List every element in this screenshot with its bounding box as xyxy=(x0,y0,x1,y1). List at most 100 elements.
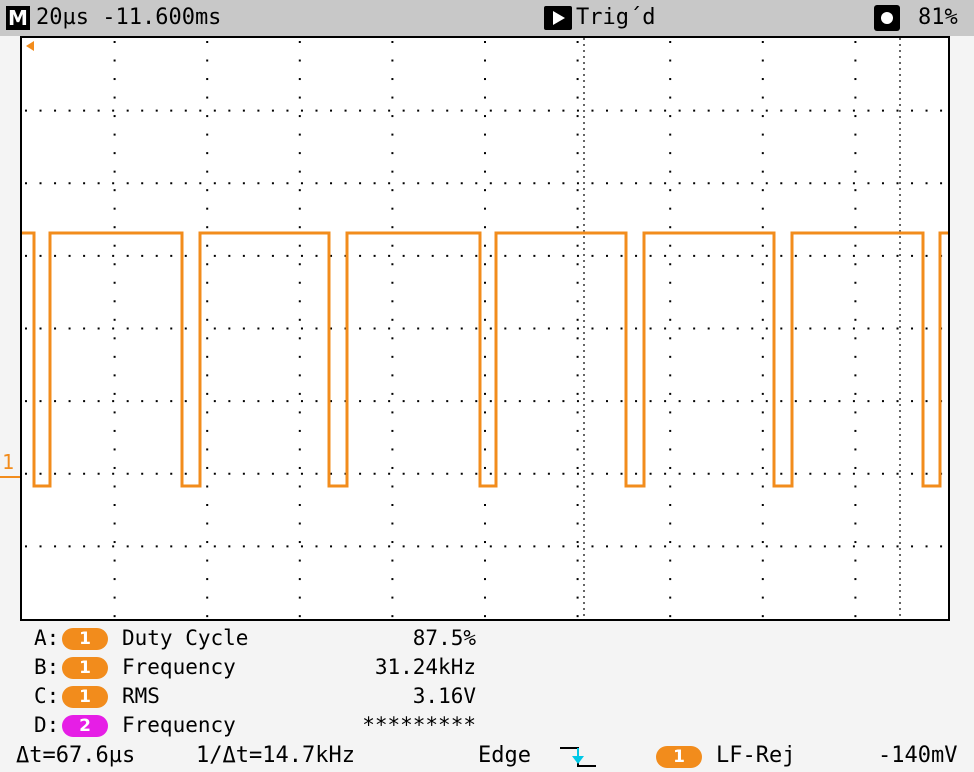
grid-dot xyxy=(113,392,116,395)
grid-dot xyxy=(867,182,870,185)
grid-dot xyxy=(484,392,486,395)
grid-dot xyxy=(751,327,754,330)
grid-dot xyxy=(391,244,394,247)
grid-dot xyxy=(68,327,71,330)
grid-dot xyxy=(298,207,301,210)
grid-dot xyxy=(113,559,116,562)
grid-dot xyxy=(518,400,521,403)
grid-dot xyxy=(911,545,914,548)
grid-dot xyxy=(170,182,173,185)
grid-dot xyxy=(113,522,116,525)
grid-dot xyxy=(83,327,86,330)
grid-dot xyxy=(271,327,274,330)
grid-dot xyxy=(635,400,638,403)
grid-dot xyxy=(854,226,857,229)
grid-dot xyxy=(576,559,579,562)
grid-dot xyxy=(25,327,27,330)
grid-dot xyxy=(518,327,521,330)
grid-dot xyxy=(113,300,116,303)
grid-dot xyxy=(504,182,507,185)
grid-dot xyxy=(707,545,710,548)
grid-dot xyxy=(155,109,158,112)
grid-dot xyxy=(141,327,144,330)
grid-dot xyxy=(39,182,42,185)
grid-dot xyxy=(707,254,710,257)
grid-dot xyxy=(126,472,129,475)
grid-dot xyxy=(489,182,492,185)
grid-dot xyxy=(391,485,394,488)
grid-dot xyxy=(112,109,115,112)
grid-dot xyxy=(809,400,812,403)
grid-dot xyxy=(417,109,420,112)
measurement-value: 31.24kHz xyxy=(374,655,476,679)
grid-dot xyxy=(388,327,391,330)
grid-dot xyxy=(867,472,870,475)
grid-dot xyxy=(854,133,857,136)
grid-dot xyxy=(547,472,550,475)
grid-dot xyxy=(854,41,857,43)
grid-dot xyxy=(854,448,857,451)
grid-dot xyxy=(854,578,857,581)
grid-dot xyxy=(518,109,521,112)
grid-dot xyxy=(854,522,857,525)
grid-dot xyxy=(693,254,696,257)
grid-dot xyxy=(669,596,672,599)
grid-dot xyxy=(504,472,507,475)
grid-dot xyxy=(635,109,638,112)
grid-dot xyxy=(286,400,289,403)
grid-dot xyxy=(298,578,301,581)
grid-dot xyxy=(344,109,347,112)
grid-dot xyxy=(113,504,116,506)
grid-dot xyxy=(547,545,550,548)
grid-dot xyxy=(881,327,884,330)
grid-dot xyxy=(97,109,100,112)
grid-dot xyxy=(576,254,579,257)
grid-dot xyxy=(206,300,209,303)
grid-dot xyxy=(761,115,764,118)
grid-dot xyxy=(199,182,202,185)
grid-dot xyxy=(669,152,672,155)
grid-dot xyxy=(155,327,158,330)
grid-dot xyxy=(761,96,764,99)
grid-dot xyxy=(391,374,394,377)
grid-dot xyxy=(484,541,486,544)
grid-dot xyxy=(669,411,672,414)
grid-dot xyxy=(257,254,260,257)
grid-dot xyxy=(199,545,202,548)
grid-dot xyxy=(39,545,42,548)
grid-dot xyxy=(391,41,394,43)
grid-dot xyxy=(736,109,739,112)
grid-dot xyxy=(852,400,855,403)
grid-dot xyxy=(751,109,754,112)
grid-dot xyxy=(761,578,764,581)
grid-dot xyxy=(533,545,536,548)
grid-dot xyxy=(113,226,116,229)
grid-dot xyxy=(113,578,116,581)
grid-dot xyxy=(330,472,333,475)
grid-dot xyxy=(911,327,914,330)
grid-dot xyxy=(533,327,536,330)
grid-dot xyxy=(489,545,492,548)
grid-dot xyxy=(112,327,115,330)
grid-dot xyxy=(852,327,855,330)
grid-dot xyxy=(693,472,696,475)
measurement-name: Frequency xyxy=(122,713,236,737)
grid-dot xyxy=(54,109,57,112)
grid-dot xyxy=(330,182,333,185)
grid-dot xyxy=(669,41,672,43)
grid-dot xyxy=(257,545,260,548)
grid-dot xyxy=(113,78,116,81)
grid-dot xyxy=(298,189,301,192)
grid-dot xyxy=(761,226,764,229)
timebase-readout: 20µs -11.600ms xyxy=(36,5,222,30)
grid-dot xyxy=(669,207,672,210)
grid-dot xyxy=(693,400,696,403)
grid-dot xyxy=(391,559,394,562)
grid-dot xyxy=(484,115,486,118)
grid-dot xyxy=(518,545,521,548)
grid-dot xyxy=(298,541,301,544)
grid-dot xyxy=(206,448,209,451)
grid-dot xyxy=(257,400,260,403)
grid-dot xyxy=(940,545,943,548)
grid-dot xyxy=(391,448,394,451)
